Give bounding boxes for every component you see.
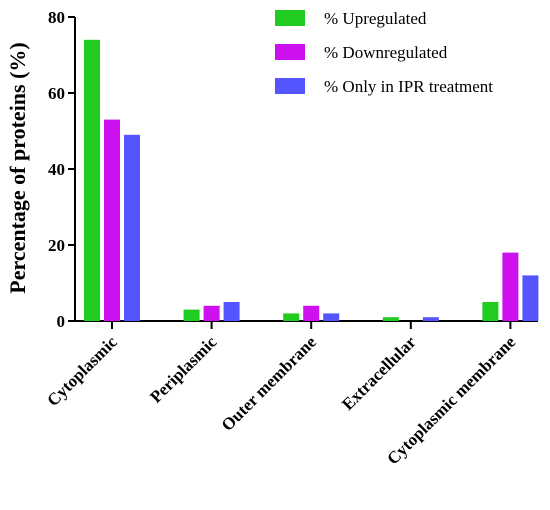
bar — [422, 317, 439, 321]
bar — [522, 275, 539, 321]
legend-label: % Upregulated — [324, 9, 427, 28]
bar — [283, 313, 300, 321]
x-axis — [74, 320, 538, 329]
legend-label: % Only in IPR treatment — [324, 77, 493, 96]
bar — [502, 252, 519, 321]
legend: % Upregulated % Downregulated % Only in IP… — [275, 9, 493, 96]
x-tick-label: Outer membrane — [218, 332, 321, 435]
x-tick-label: Cytoplasmic — [43, 332, 121, 410]
legend-swatch — [275, 78, 305, 94]
bar — [104, 119, 120, 321]
bar — [124, 134, 140, 321]
y-tick-label: 0 — [57, 312, 66, 331]
legend-swatch — [275, 10, 305, 26]
legend-swatch — [275, 44, 305, 60]
bar — [303, 305, 320, 321]
bar — [323, 313, 340, 321]
bar — [203, 305, 220, 321]
bar — [482, 302, 499, 321]
y-axis-label: Percentage of proteins (%) — [5, 42, 30, 294]
y-tick-label: 20 — [48, 236, 65, 255]
x-tick-label: Periplasmic — [146, 332, 221, 407]
bar — [223, 302, 240, 321]
y-tick-label: 80 — [48, 8, 65, 27]
bar — [84, 39, 100, 322]
y-tick-label: 60 — [48, 84, 65, 103]
bars — [84, 39, 539, 322]
bar — [382, 317, 399, 321]
y-axis: 0 20 40 60 80 — [48, 8, 76, 331]
legend-label: % Downregulated — [324, 43, 448, 62]
bar — [183, 309, 200, 321]
x-tick-label: Extracellular — [338, 332, 420, 414]
y-tick-label: 40 — [48, 160, 65, 179]
